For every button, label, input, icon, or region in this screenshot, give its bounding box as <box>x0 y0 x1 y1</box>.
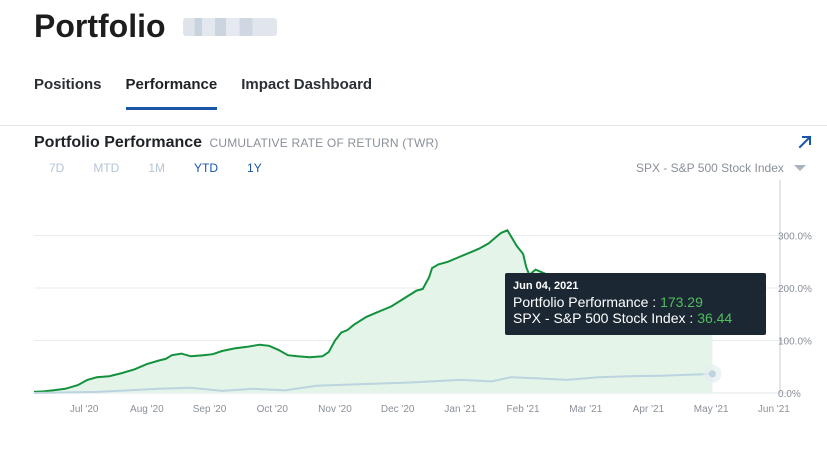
benchmark-marker <box>708 370 716 378</box>
x-tick-label: Mar '21 <box>569 404 602 415</box>
arrow-up-right-icon[interactable] <box>797 134 813 150</box>
range-mtd[interactable]: MTD <box>93 161 120 175</box>
x-tick-label: Jan '21 <box>444 404 476 415</box>
range-7d[interactable]: 7D <box>49 161 65 175</box>
x-tick-label: Feb '21 <box>507 404 540 415</box>
x-tick-label: Jul '20 <box>70 404 99 415</box>
y-tick-label: 100.0% <box>778 337 812 348</box>
y-tick-label: 300.0% <box>778 232 812 243</box>
tab-performance[interactable]: Performance <box>125 72 218 110</box>
tooltip-date: Jun 04, 2021 <box>513 280 579 292</box>
panel-title: Portfolio Performance <box>34 134 203 151</box>
y-tick-label: 0.0% <box>778 389 801 400</box>
tooltip-portfolio-value: 173.29 <box>660 294 703 310</box>
redacted-account-label <box>183 18 277 36</box>
time-range-selector: 7D MTD 1M YTD 1Y <box>49 161 291 175</box>
tab-bar: Positions Performance Impact Dashboard <box>34 72 372 110</box>
range-1m[interactable]: 1M <box>148 161 166 175</box>
tooltip-benchmark-value: 36.44 <box>697 310 733 326</box>
divider <box>0 125 827 126</box>
panel-title-row: Portfolio Performance CUMULATIVE RATE OF… <box>34 134 439 152</box>
page-title: Portfolio <box>34 8 166 44</box>
chevron-down-icon <box>793 165 806 171</box>
x-tick-label: Oct '20 <box>257 404 289 415</box>
chart-tooltip: Jun 04, 2021 Portfolio Performance : 173… <box>505 273 766 335</box>
x-tick-label: Dec '20 <box>381 404 415 415</box>
tooltip-portfolio-row: Portfolio Performance : 173.29 <box>513 294 758 310</box>
x-tick-label: May '21 <box>694 404 729 415</box>
benchmark-dropdown[interactable]: SPX - S&P 500 Stock Index <box>636 161 806 175</box>
tab-positions[interactable]: Positions <box>34 76 102 93</box>
x-tick-label: Aug '20 <box>130 404 164 415</box>
y-tick-label: 200.0% <box>778 284 812 295</box>
tooltip-portfolio-label: Portfolio Performance : <box>513 294 661 310</box>
benchmark-line <box>33 372 713 394</box>
range-ytd[interactable]: YTD <box>194 161 219 175</box>
tooltip-benchmark-row: SPX - S&P 500 Stock Index : 36.44 <box>513 310 758 326</box>
x-tick-label: Jun '21 <box>758 404 790 415</box>
portfolio-area <box>34 230 713 393</box>
tab-impact-dashboard[interactable]: Impact Dashboard <box>241 76 373 93</box>
x-tick-label: Apr '21 <box>633 404 665 415</box>
range-1y[interactable]: 1Y <box>247 161 262 175</box>
x-tick-label: Sep '20 <box>193 404 227 415</box>
benchmark-selected: SPX - S&P 500 Stock Index <box>636 161 784 175</box>
tooltip-benchmark-label: SPX - S&P 500 Stock Index : <box>513 310 698 326</box>
x-tick-label: Nov '20 <box>318 404 352 415</box>
panel-subtitle: CUMULATIVE RATE OF RETURN (TWR) <box>209 136 439 150</box>
